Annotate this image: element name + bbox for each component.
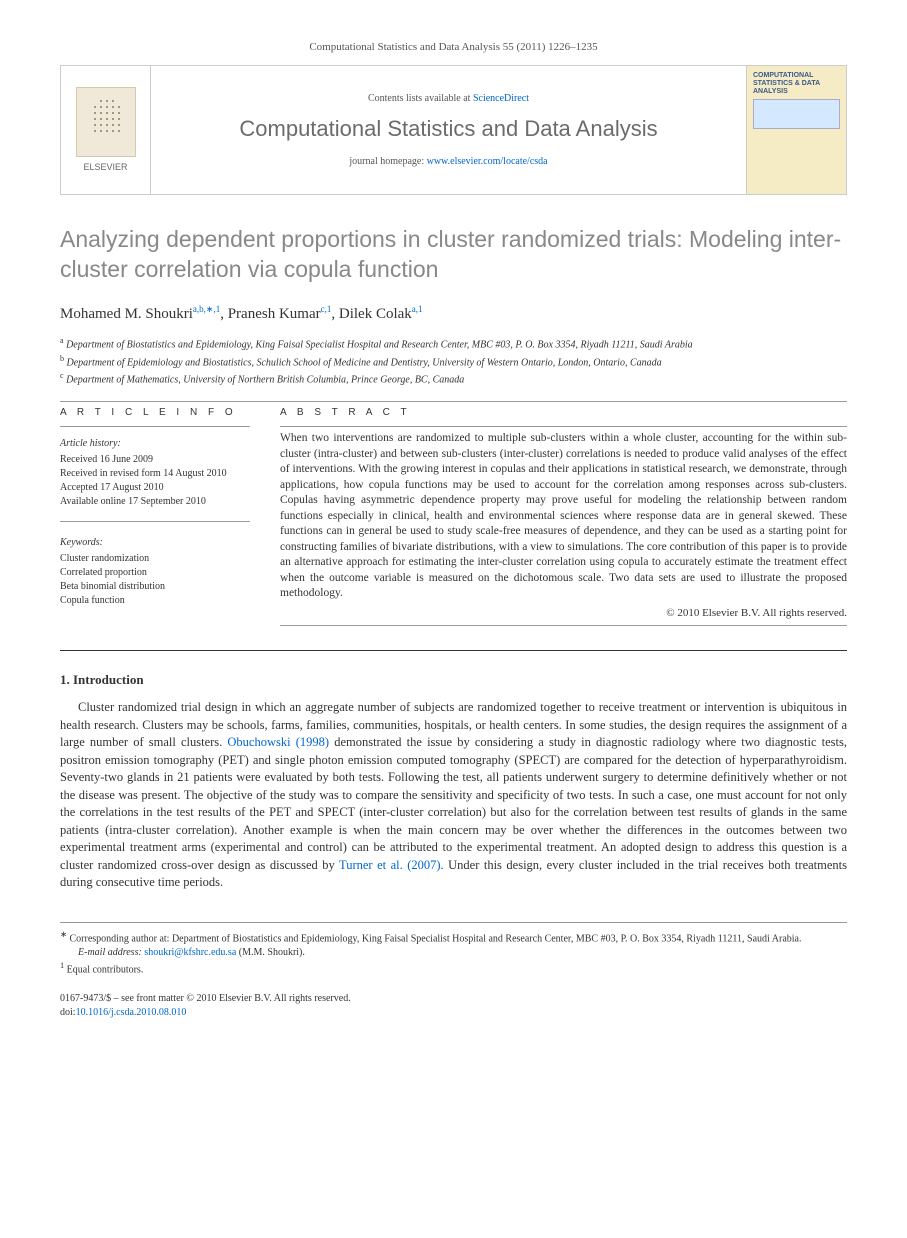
article-info-header: A R T I C L E I N F O — [60, 406, 250, 420]
journal-banner: ELSEVIER Contents lists available at Sci… — [60, 65, 847, 195]
front-matter-line: 0167-9473/$ – see front matter © 2010 El… — [60, 992, 847, 1006]
abstract-header: A B S T R A C T — [280, 406, 847, 420]
history-item: Received 16 June 2009 — [60, 453, 250, 467]
keyword-item: Beta binomial distribution — [60, 580, 250, 594]
divider — [60, 521, 250, 522]
author-name: Mohamed M. Shoukri — [60, 306, 193, 322]
history-item: Available online 17 September 2010 — [60, 495, 250, 509]
author-affil-sup: a,b,∗,1 — [193, 304, 220, 314]
email-suffix: (M.M. Shoukri). — [236, 947, 305, 958]
affil-text: Department of Biostatistics and Epidemio… — [66, 340, 693, 351]
publisher-logo-block: ELSEVIER — [61, 66, 151, 194]
keyword-item: Copula function — [60, 594, 250, 608]
journal-title-banner: Computational Statistics and Data Analys… — [239, 114, 657, 145]
footnote-text: Equal contributors. — [67, 965, 144, 976]
homepage-link[interactable]: www.elsevier.com/locate/csda — [427, 156, 548, 167]
email-link[interactable]: shoukri@kfshrc.edu.sa — [144, 947, 236, 958]
abstract-text: When two interventions are randomized to… — [280, 431, 847, 602]
history-label: Article history: — [60, 437, 250, 451]
footnotes: ∗ Corresponding author at: Department of… — [60, 922, 847, 978]
homepage-prefix: journal homepage: — [349, 156, 426, 167]
keyword-item: Cluster randomization — [60, 552, 250, 566]
contents-prefix: Contents lists available at — [368, 93, 473, 104]
journal-header: Computational Statistics and Data Analys… — [60, 40, 847, 55]
footnote-text: Corresponding author at: Department of B… — [69, 933, 801, 944]
affil-sup: b — [60, 354, 64, 363]
elsevier-label: ELSEVIER — [83, 161, 127, 174]
doi-line: doi:10.1016/j.csda.2010.08.010 — [60, 1006, 847, 1020]
doi-label: doi: — [60, 1007, 76, 1018]
elsevier-tree-icon — [76, 87, 136, 157]
cover-title: COMPUTATIONAL STATISTICS & DATA ANALYSIS — [753, 72, 840, 95]
body-text-span: demonstrated the issue by considering a … — [60, 735, 847, 872]
affiliation-item: b Department of Epidemiology and Biostat… — [60, 353, 847, 370]
email-line: E-mail address: shoukri@kfshrc.edu.sa (M… — [60, 946, 847, 960]
abstract-copyright: © 2010 Elsevier B.V. All rights reserved… — [280, 606, 847, 621]
body-paragraph: Cluster randomized trial design in which… — [60, 699, 847, 892]
citation-link[interactable]: Obuchowski (1998) — [227, 735, 329, 749]
authors-line: Mohamed M. Shoukria,b,∗,1, Pranesh Kumar… — [60, 303, 847, 325]
corresponding-author-note: ∗ Corresponding author at: Department of… — [60, 929, 847, 946]
divider — [60, 650, 847, 651]
doi-link[interactable]: 10.1016/j.csda.2010.08.010 — [76, 1007, 187, 1018]
author-name: Dilek Colak — [339, 306, 412, 322]
article-info-column: A R T I C L E I N F O Article history: R… — [60, 406, 250, 630]
equal-contributors-note: 1 Equal contributors. — [60, 960, 847, 977]
author-name: Pranesh Kumar — [228, 306, 321, 322]
sciencedirect-link[interactable]: ScienceDirect — [473, 93, 529, 104]
divider — [280, 426, 847, 427]
history-item: Accepted 17 August 2010 — [60, 481, 250, 495]
journal-cover-thumbnail: COMPUTATIONAL STATISTICS & DATA ANALYSIS — [746, 66, 846, 194]
divider — [280, 625, 847, 626]
info-abstract-row: A R T I C L E I N F O Article history: R… — [60, 406, 847, 630]
email-label: E-mail address: — [78, 947, 144, 958]
keyword-item: Correlated proportion — [60, 566, 250, 580]
affil-sup: c — [60, 371, 64, 380]
history-item: Received in revised form 14 August 2010 — [60, 467, 250, 481]
abstract-column: A B S T R A C T When two interventions a… — [280, 406, 847, 630]
affil-text: Department of Epidemiology and Biostatis… — [67, 357, 662, 368]
divider — [60, 401, 847, 402]
footer: 0167-9473/$ – see front matter © 2010 El… — [60, 992, 847, 1020]
affiliation-item: a Department of Biostatistics and Epidem… — [60, 335, 847, 352]
affiliations: a Department of Biostatistics and Epidem… — [60, 335, 847, 387]
affiliation-item: c Department of Mathematics, University … — [60, 370, 847, 387]
homepage-line: journal homepage: www.elsevier.com/locat… — [349, 155, 547, 169]
affil-text: Department of Mathematics, University of… — [66, 374, 464, 385]
affil-sup: a — [60, 336, 64, 345]
article-title: Analyzing dependent proportions in clust… — [60, 225, 847, 285]
keywords-label: Keywords: — [60, 536, 250, 550]
author-affil-sup: a,1 — [412, 304, 423, 314]
citation-link[interactable]: Turner et al. (2007) — [339, 858, 441, 872]
footnote-sup: 1 — [60, 961, 64, 970]
divider — [60, 426, 250, 427]
banner-center: Contents lists available at ScienceDirec… — [151, 66, 746, 194]
footnote-sup: ∗ — [60, 930, 67, 939]
contents-line: Contents lists available at ScienceDirec… — [368, 92, 529, 106]
author-affil-sup: c,1 — [321, 304, 332, 314]
section-heading: 1. Introduction — [60, 671, 847, 689]
cover-graphic-icon — [753, 99, 840, 129]
